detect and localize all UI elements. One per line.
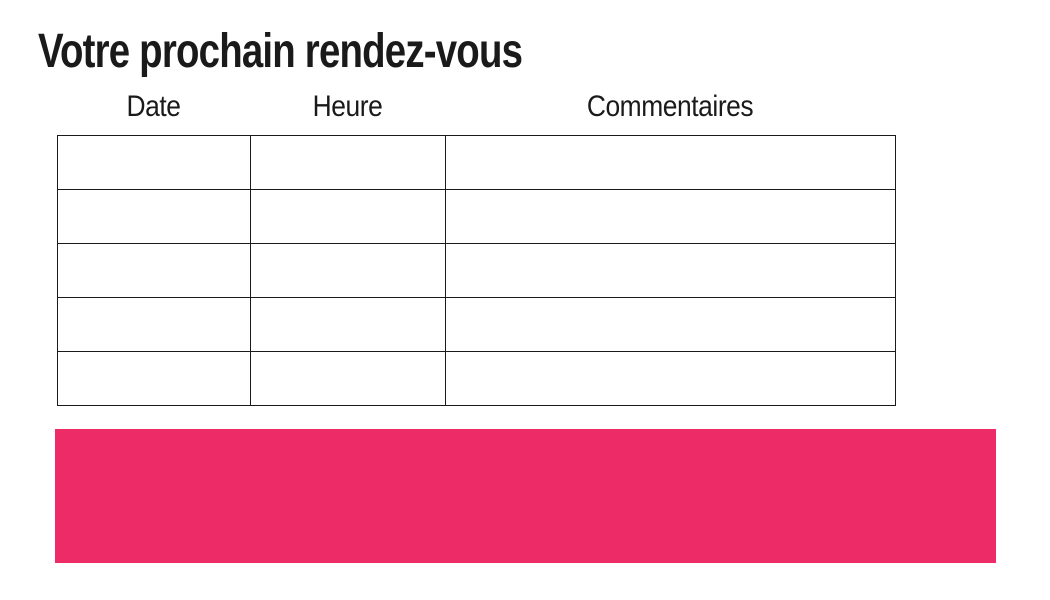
appointments-table [57, 135, 896, 406]
table-row [57, 351, 896, 406]
table-cell [250, 189, 446, 244]
table-row [57, 243, 896, 298]
table-row [57, 135, 896, 190]
table-cell [445, 351, 896, 406]
table-cell [445, 297, 896, 352]
table-row [57, 297, 896, 352]
table-cell [250, 297, 446, 352]
table-cell [250, 243, 446, 298]
column-header-commentaires: Commentaires [586, 90, 754, 123]
table-cell [445, 189, 896, 244]
column-header-date: Date [126, 90, 181, 123]
appointments-table-body [57, 135, 896, 406]
column-header-heure: Heure [312, 90, 383, 123]
table-cell [445, 135, 896, 190]
table-row [57, 189, 896, 244]
highlight-band [55, 429, 996, 563]
table-header-row: Date Heure Commentaires [57, 90, 895, 124]
table-cell [57, 243, 251, 298]
table-cell [57, 297, 251, 352]
table-cell [250, 351, 446, 406]
table-cell [250, 135, 446, 190]
page-title: Votre prochain rendez-vous [38, 25, 523, 78]
table-cell [445, 243, 896, 298]
table-cell [57, 351, 251, 406]
table-cell [57, 135, 251, 190]
table-cell [57, 189, 251, 244]
